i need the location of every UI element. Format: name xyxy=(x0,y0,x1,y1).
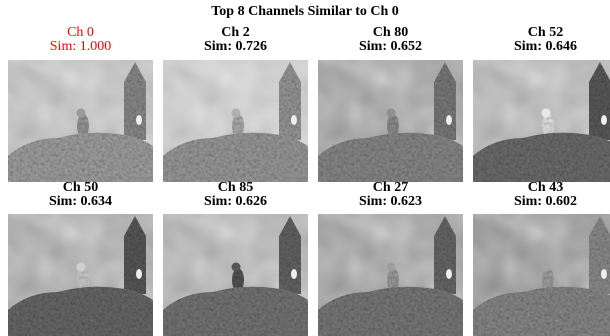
tower-window xyxy=(446,115,452,125)
bird-head xyxy=(542,263,551,272)
channel-label: Ch 50 xyxy=(63,180,98,195)
feature-map xyxy=(8,214,153,336)
similarity-label: Sim: 0.626 xyxy=(204,194,267,209)
tower-window xyxy=(601,115,607,125)
similarity-label: Sim: 0.646 xyxy=(514,39,577,54)
channel-label: Ch 85 xyxy=(218,180,253,195)
similarity-label: Sim: 0.602 xyxy=(514,194,577,209)
channel-label: Ch 80 xyxy=(373,25,408,40)
bird-head xyxy=(232,263,241,272)
similarity-label: Sim: 0.652 xyxy=(359,39,422,54)
feature-map xyxy=(473,60,610,182)
tower-window xyxy=(446,269,452,279)
bird-head xyxy=(387,109,396,118)
similarity-label: Sim: 0.634 xyxy=(49,194,112,209)
feature-map xyxy=(8,60,153,182)
bird-head xyxy=(542,109,551,118)
channel-label: Ch 2 xyxy=(221,25,249,40)
tower-window xyxy=(136,269,142,279)
tower-window xyxy=(291,115,297,125)
figure-title: Top 8 Channels Similar to Ch 0 xyxy=(211,4,399,19)
similarity-label: Sim: 0.623 xyxy=(359,194,422,209)
feature-map xyxy=(163,214,308,336)
bird-head xyxy=(387,263,396,272)
bird-head xyxy=(77,109,86,118)
tower-window xyxy=(291,269,297,279)
figure: Top 8 Channels Similar to Ch 0 Ch 0Sim: … xyxy=(0,0,610,336)
similarity-label: Sim: 0.726 xyxy=(204,39,267,54)
feature-map xyxy=(318,60,463,182)
tower-window xyxy=(601,269,607,279)
feature-map xyxy=(318,214,463,336)
channel-label: Ch 27 xyxy=(373,180,408,195)
channel-label: Ch 52 xyxy=(528,25,563,40)
tower-window xyxy=(136,115,142,125)
channel-label: Ch 43 xyxy=(528,180,563,195)
feature-map xyxy=(163,60,308,182)
similarity-label: Sim: 1.000 xyxy=(50,39,111,54)
channel-label: Ch 0 xyxy=(67,25,94,40)
bird-head xyxy=(77,263,86,272)
feature-map xyxy=(473,214,610,336)
bird-head xyxy=(232,109,241,118)
